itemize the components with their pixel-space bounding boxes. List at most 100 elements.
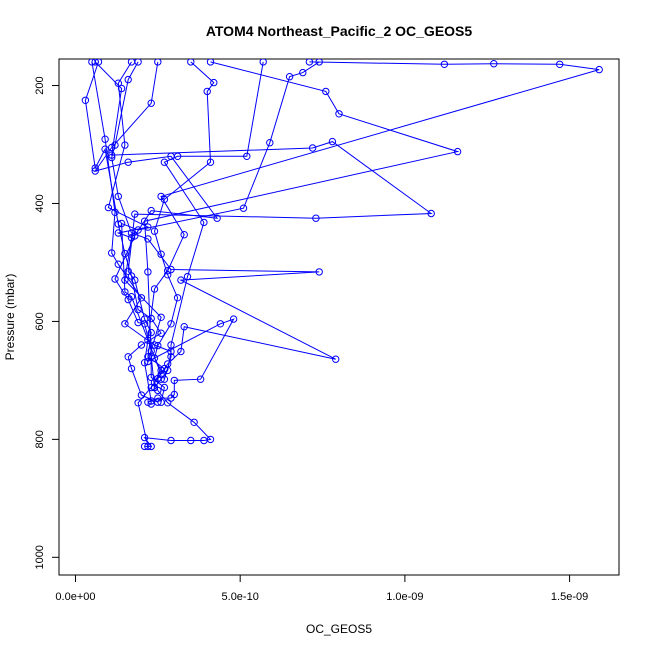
x-tick-label: 0.0e+00 bbox=[55, 591, 95, 603]
data-point bbox=[121, 249, 129, 258]
data-point bbox=[160, 158, 169, 166]
data-point bbox=[144, 235, 152, 243]
data-point bbox=[322, 87, 330, 96]
x-tick-label: 1.5e-09 bbox=[551, 591, 588, 603]
x-axis: 0.0e+00 5.0e-10 1.0e-09 1.5e-09 bbox=[55, 574, 588, 603]
data-point bbox=[91, 164, 99, 172]
data-point bbox=[164, 267, 172, 275]
data-point bbox=[173, 294, 182, 302]
data-point bbox=[200, 218, 208, 227]
data-point bbox=[127, 364, 136, 373]
data-point bbox=[170, 390, 179, 399]
data-point bbox=[154, 341, 162, 350]
data-point bbox=[131, 276, 139, 284]
data-point bbox=[315, 268, 323, 276]
series-line-8 bbox=[121, 61, 320, 375]
data-point bbox=[144, 268, 152, 276]
data-point bbox=[144, 442, 152, 451]
data-point bbox=[114, 229, 123, 237]
data-point bbox=[108, 249, 116, 257]
data-point bbox=[190, 418, 198, 426]
data-point bbox=[167, 320, 175, 328]
data-point bbox=[335, 110, 343, 118]
data-point bbox=[147, 99, 155, 107]
data-point bbox=[259, 59, 267, 66]
y-tick-label: 400 bbox=[34, 194, 46, 212]
data-point bbox=[124, 353, 132, 361]
series-group bbox=[81, 59, 603, 451]
data-point bbox=[111, 275, 119, 283]
x-tick-label: 5.0e-10 bbox=[222, 591, 259, 603]
data-point bbox=[131, 210, 139, 218]
data-point bbox=[180, 231, 188, 239]
data-point bbox=[206, 158, 215, 166]
series-line-6 bbox=[94, 61, 433, 379]
data-point bbox=[187, 436, 195, 445]
data-point bbox=[427, 209, 435, 218]
data-point bbox=[440, 60, 449, 69]
y-tick-label: 200 bbox=[34, 76, 46, 94]
y-tick-label: 800 bbox=[34, 430, 46, 448]
data-point bbox=[144, 336, 152, 344]
data-point bbox=[177, 347, 185, 356]
data-point bbox=[556, 60, 564, 69]
data-point bbox=[490, 60, 498, 68]
data-point bbox=[453, 147, 462, 156]
data-point bbox=[150, 383, 159, 392]
y-axis-label: Pressure (mbar) bbox=[3, 274, 17, 361]
data-point bbox=[88, 59, 96, 66]
data-point bbox=[121, 288, 129, 296]
data-point bbox=[167, 341, 175, 349]
data-point bbox=[167, 436, 175, 445]
data-point bbox=[117, 84, 126, 93]
data-point bbox=[332, 355, 340, 363]
chart-title: ATOM4 Northeast_Pacific_2 OC_GEOS5 bbox=[206, 23, 473, 39]
data-point bbox=[157, 398, 165, 406]
data-point bbox=[157, 313, 165, 321]
data-point bbox=[104, 203, 113, 212]
data-point bbox=[81, 96, 90, 105]
data-point bbox=[114, 192, 123, 201]
data-point bbox=[157, 192, 165, 201]
data-point bbox=[160, 375, 169, 383]
data-point bbox=[147, 400, 155, 408]
data-point bbox=[147, 328, 155, 337]
data-point bbox=[299, 68, 307, 77]
data-point bbox=[177, 276, 185, 284]
data-point bbox=[147, 442, 155, 451]
series-line-4 bbox=[84, 61, 162, 403]
y-tick-label: 600 bbox=[34, 312, 46, 330]
data-point bbox=[127, 293, 136, 301]
data-point bbox=[213, 214, 221, 222]
data-point bbox=[101, 135, 109, 143]
x-tick-label: 1.0e-09 bbox=[386, 591, 423, 603]
data-point bbox=[101, 145, 109, 153]
y-axis: 200 400 600 800 1000 bbox=[34, 76, 60, 570]
data-point bbox=[183, 272, 192, 281]
data-point bbox=[187, 59, 195, 66]
data-point bbox=[114, 79, 123, 87]
data-point bbox=[157, 250, 165, 258]
data-point bbox=[137, 341, 146, 349]
series-line-10 bbox=[144, 61, 600, 404]
data-point bbox=[117, 219, 126, 228]
data-point bbox=[210, 78, 218, 87]
data-point bbox=[127, 59, 136, 66]
data-point bbox=[134, 226, 142, 234]
data-point bbox=[157, 375, 165, 383]
data-point bbox=[108, 143, 116, 152]
data-point bbox=[243, 152, 251, 161]
data-point bbox=[167, 353, 175, 361]
data-point bbox=[121, 320, 129, 328]
data-point bbox=[154, 59, 162, 66]
data-point bbox=[124, 158, 132, 166]
data-point bbox=[114, 260, 123, 268]
data-point bbox=[160, 383, 169, 392]
data-point bbox=[134, 399, 142, 407]
data-point bbox=[216, 320, 225, 328]
data-point bbox=[170, 376, 179, 385]
data-point bbox=[137, 391, 146, 399]
data-point bbox=[206, 435, 215, 444]
